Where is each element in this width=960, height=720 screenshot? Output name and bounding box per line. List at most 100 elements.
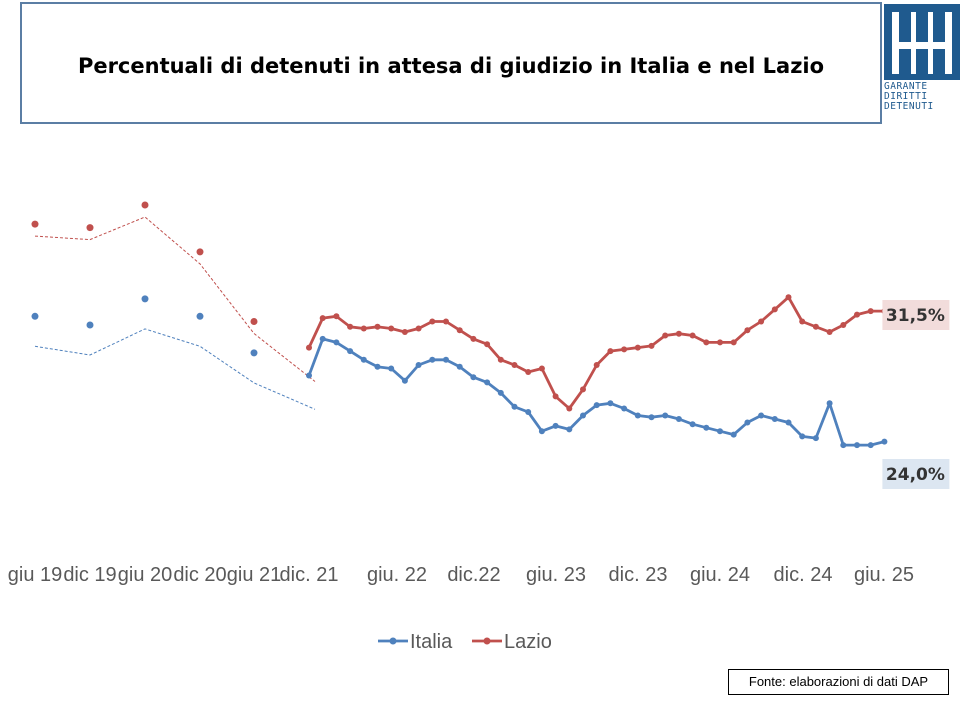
data-point-lazio <box>333 313 340 320</box>
early-point-lazio <box>86 224 94 232</box>
data-point-italia <box>744 419 751 426</box>
x-tick-label: giu. 23 <box>526 564 586 586</box>
data-point-italia <box>771 416 778 422</box>
series-line-lazio <box>307 295 885 410</box>
data-point-lazio <box>456 327 463 334</box>
data-point-lazio <box>675 330 682 337</box>
x-tick-label: dic 20 <box>173 564 226 586</box>
legend-marker-italia <box>389 637 397 645</box>
early-point-italia <box>31 312 39 320</box>
data-point-italia <box>552 422 559 429</box>
data-point-lazio <box>525 369 532 375</box>
data-point-italia <box>785 419 792 426</box>
early-point-italia <box>86 321 94 329</box>
data-point-italia <box>319 335 326 342</box>
data-point-italia <box>429 356 436 363</box>
end-label-bg-lazio <box>882 300 950 330</box>
x-tick-label: giu 21 <box>227 564 282 586</box>
data-point-italia <box>621 405 628 412</box>
early-point-lazio <box>196 248 204 256</box>
chart-title: Percentuali di detenuti in attesa di giu… <box>77 54 825 78</box>
legend: Italia Lazio <box>378 631 552 653</box>
x-tick-label: dic. 24 <box>774 564 833 586</box>
data-point-italia <box>840 442 847 449</box>
data-point-lazio <box>840 322 847 328</box>
data-point-lazio <box>552 393 559 400</box>
data-point-lazio <box>689 332 696 339</box>
early-point-lazio <box>31 220 39 228</box>
data-point-lazio <box>662 332 669 339</box>
data-point-lazio <box>812 323 819 330</box>
early-point-lazio <box>141 201 149 209</box>
data-point-lazio <box>703 339 710 346</box>
data-point-lazio <box>470 335 477 342</box>
data-point-italia <box>648 414 655 421</box>
data-point-italia <box>388 365 395 372</box>
data-point-italia <box>401 377 408 384</box>
data-point-italia <box>374 363 381 370</box>
data-point-italia <box>607 400 614 407</box>
data-point-italia <box>881 438 888 445</box>
garante-logo: GARANTE DIRITTI DETENUTI <box>884 4 960 112</box>
legend-label-italia: Italia <box>410 631 453 653</box>
data-point-italia <box>703 424 710 431</box>
data-point-italia <box>717 428 723 435</box>
x-tick-label: giu. 25 <box>854 564 914 586</box>
legend-label-lazio: Lazio <box>504 631 552 653</box>
data-point-italia <box>634 412 641 419</box>
data-point-lazio <box>497 356 504 363</box>
data-point-italia <box>456 363 463 370</box>
monthly-series-layer <box>306 294 888 449</box>
data-point-italia <box>415 362 422 368</box>
data-point-lazio <box>347 323 354 330</box>
title-box: Percentuali di detenuti in attesa di giu… <box>20 2 882 124</box>
data-point-italia <box>333 339 340 346</box>
data-point-lazio <box>771 306 778 313</box>
data-point-italia <box>826 400 833 407</box>
early-point-italia <box>141 295 149 303</box>
series-line-italia <box>307 337 885 447</box>
data-point-lazio <box>607 348 614 355</box>
x-tick-label: dic 19 <box>63 564 116 586</box>
data-point-lazio <box>758 318 765 325</box>
data-point-italia <box>799 433 806 440</box>
x-tick-label: giu 19 <box>8 564 63 586</box>
data-point-italia <box>675 416 682 422</box>
x-tick-label: dic. 23 <box>609 564 668 586</box>
data-point-lazio <box>388 325 395 332</box>
data-point-lazio <box>785 294 792 301</box>
data-point-italia <box>443 356 449 363</box>
logo-line: DIRITTI <box>884 91 928 102</box>
end-labels-layer: 31,5% 24,0% <box>882 300 950 489</box>
data-point-italia <box>360 356 367 363</box>
data-point-lazio <box>867 308 874 315</box>
data-point-lazio <box>634 344 641 351</box>
end-label-italia: 24,0% <box>886 465 945 485</box>
data-point-lazio <box>648 342 655 349</box>
early-point-lazio <box>250 318 258 325</box>
logo-emblem-icon <box>884 4 960 80</box>
early-series-layer <box>31 201 316 410</box>
data-point-lazio <box>511 362 518 368</box>
data-point-italia <box>484 379 491 386</box>
data-point-italia <box>497 389 504 396</box>
data-point-italia <box>511 403 518 410</box>
data-point-lazio <box>443 318 449 325</box>
data-point-lazio <box>306 344 312 351</box>
data-point-lazio <box>360 325 367 332</box>
data-point-lazio <box>566 405 573 412</box>
trend-line-italia <box>34 328 316 410</box>
data-point-lazio <box>484 341 491 348</box>
data-point-italia <box>758 412 765 419</box>
end-label-lazio: 31,5% <box>886 306 945 326</box>
data-point-italia <box>538 428 545 435</box>
source-note: Fonte: elaborazioni di dati DAP <box>728 669 949 695</box>
logo-line: DETENUTI <box>884 101 934 112</box>
legend-marker-lazio <box>483 637 491 645</box>
data-point-lazio <box>854 311 860 318</box>
data-point-lazio <box>319 315 326 322</box>
data-point-italia <box>306 372 312 379</box>
data-point-italia <box>867 442 874 449</box>
